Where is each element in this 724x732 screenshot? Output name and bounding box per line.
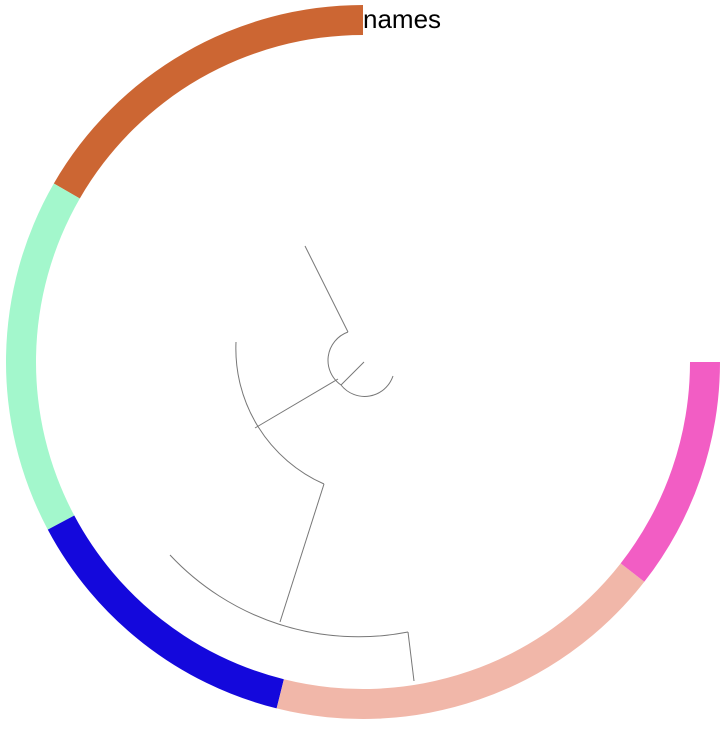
color-ring — [6, 5, 720, 719]
tree-branch — [340, 361, 365, 386]
tree-branch — [304, 245, 349, 333]
tree-branch — [407, 631, 415, 682]
tree-branch — [254, 378, 339, 429]
ring-segment — [6, 183, 80, 530]
tree-branch — [340, 375, 394, 397]
tree-branch — [327, 331, 349, 386]
tree-branch — [279, 483, 325, 623]
ring-title: names — [363, 4, 442, 34]
ring-segment — [620, 362, 720, 582]
ring-segment — [53, 5, 364, 199]
tree-branch — [169, 554, 409, 638]
dendrogram — [169, 245, 415, 682]
ring-segment — [47, 515, 284, 709]
ring-segment — [276, 563, 645, 719]
tree-branch — [235, 341, 325, 485]
